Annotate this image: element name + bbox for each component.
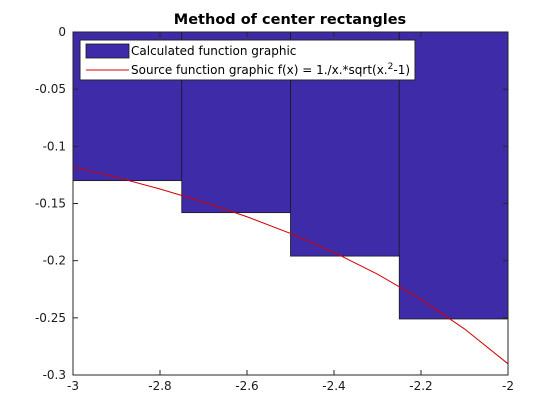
x-axis: -3 -2.8 -2.6 -2.4 -2.2 -2 [67, 32, 514, 393]
y-tick-label: 0 [58, 25, 66, 39]
legend-swatch-bars [85, 43, 130, 59]
chart-title: Method of center rectangles [174, 12, 406, 28]
legend-label-line: Source function graphic f(x) = 1./x.*sqr… [131, 62, 410, 77]
source-function-line [72, 166, 509, 365]
legend: Calculated function graphic Source functi… [79, 39, 416, 81]
y-tick-label: -0.3 [43, 368, 66, 382]
x-tick-label: -2.4 [322, 379, 345, 393]
y-tick-label: -0.15 [35, 197, 66, 211]
x-tick-label: -2.8 [148, 379, 171, 393]
y-tick-label: -0.2 [43, 254, 66, 268]
legend-box [79, 39, 416, 81]
y-tick-label: -0.05 [35, 82, 66, 96]
bar-3 [398, 31, 509, 320]
legend-label-bars: Calculated function graphic [131, 44, 296, 58]
y-axis: 0 -0.05 -0.1 -0.15 -0.2 -0.25 -0.3 [35, 25, 508, 382]
x-tick-label: -3 [67, 379, 79, 393]
y-tick-label: -0.1 [43, 139, 66, 153]
x-tick-label: -2.2 [409, 379, 432, 393]
x-tick-label: -2 [502, 379, 514, 393]
y-tick-label: -0.25 [35, 311, 66, 325]
x-tick-label: -2.6 [235, 379, 258, 393]
curve-layer [72, 166, 509, 365]
